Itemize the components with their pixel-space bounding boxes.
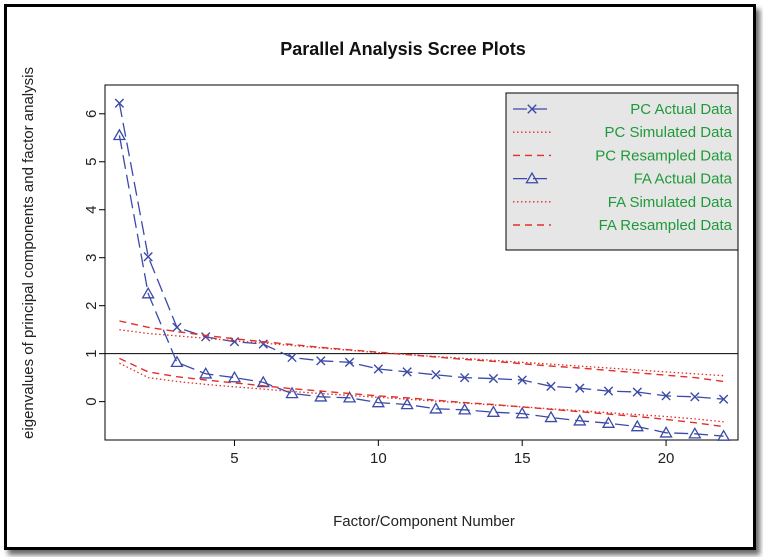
legend: PC Actual Data PC Simulated Data PC Resamp… <box>505 92 739 251</box>
pc-actual-point <box>402 367 412 377</box>
x-tick-label: 20 <box>658 450 675 467</box>
fa-actual-point <box>716 429 731 441</box>
fa-actual-point <box>429 402 443 414</box>
legend-entry-label: FA Actual Data <box>634 171 733 188</box>
legend-box <box>505 92 739 251</box>
y-tick-label: 6 <box>83 110 100 118</box>
y-tick-label: 5 <box>83 158 100 166</box>
pc-actual-point <box>575 383 585 393</box>
plot-border <box>104 84 739 441</box>
x-tick-label: 10 <box>370 450 387 467</box>
fa-actual-point <box>688 426 702 439</box>
fa-actual-point <box>630 419 644 432</box>
fa-actual-point <box>458 402 472 415</box>
fa-actual-point <box>285 386 299 399</box>
legend-marker <box>525 171 539 184</box>
fa-actual-point <box>573 414 587 426</box>
fa-actual-point <box>141 286 155 299</box>
fa-actual-point <box>601 416 616 428</box>
legend-entry-label: PC Resampled Data <box>595 147 732 164</box>
x-tick-label: 5 <box>230 450 238 467</box>
legend-entry-label: FA Simulated Data <box>608 194 733 211</box>
pc-actual-point <box>690 392 700 402</box>
fa-actual-point <box>342 390 357 403</box>
fa-actual-point <box>400 397 414 410</box>
scree-plot-chart: Parallel Analysis Scree Plots 0 1 2 3 4 5 6 5 10… <box>20 39 739 530</box>
y-tick-label: 3 <box>83 254 100 262</box>
series-line-1 <box>119 329 724 377</box>
y-axis-title: eigenvalues of principal components and … <box>20 67 37 439</box>
legend-marker <box>527 104 537 114</box>
pc-actual-point <box>431 370 441 380</box>
fa-actual-point <box>486 405 501 417</box>
pc-actual-point <box>114 98 125 108</box>
pc-actual-point <box>316 356 326 366</box>
pc-actual-point <box>603 386 614 396</box>
pc-actual-point <box>488 373 499 384</box>
plot-area: 0 1 2 3 4 5 6 5 10 15 20 <box>83 84 739 467</box>
legend-entry-label: PC Actual Data <box>630 101 732 118</box>
chart-title: Parallel Analysis Scree Plots <box>280 39 525 59</box>
series-line-3 <box>118 135 724 437</box>
series-line-5 <box>119 357 724 428</box>
fa-actual-point <box>112 128 127 141</box>
y-tick-label: 2 <box>83 302 100 310</box>
fa-actual-point <box>170 355 184 368</box>
pc-actual-point <box>172 322 182 332</box>
chart-frame: Parallel Analysis Scree Plots 0 1 2 3 4 5 6 5 10… <box>4 4 756 550</box>
pc-actual-point <box>373 364 384 374</box>
series-line-0 <box>118 103 724 400</box>
pc-actual-point <box>459 372 470 383</box>
pc-actual-point <box>718 394 729 404</box>
fa-actual-point <box>515 406 529 419</box>
pc-actual-point <box>632 387 642 397</box>
y-tick-label: 0 <box>83 397 100 405</box>
legend-entry-label: PC Simulated Data <box>604 124 732 141</box>
x-tick-label: 15 <box>514 450 531 467</box>
fa-actual-point <box>544 410 558 423</box>
series-line-4 <box>119 362 724 423</box>
y-tick-label: 1 <box>83 349 100 357</box>
pc-actual-point <box>201 332 211 342</box>
fa-actual-point <box>314 390 328 402</box>
pc-actual-point <box>258 339 268 349</box>
pc-actual-point <box>661 391 671 401</box>
pc-actual-point <box>344 357 355 367</box>
pc-actual-point <box>287 352 297 363</box>
legend-entry-label: FA Resampled Data <box>599 217 733 234</box>
pc-actual-point <box>143 252 153 262</box>
y-tick-label: 4 <box>83 206 100 214</box>
fa-actual-point <box>227 370 242 383</box>
fa-actual-point <box>256 375 270 388</box>
series-line-2 <box>119 320 724 383</box>
fa-actual-point <box>371 395 385 408</box>
pc-actual-point <box>517 375 527 385</box>
pc-actual-point <box>546 381 556 391</box>
fa-actual-point <box>199 366 213 379</box>
fa-actual-point <box>659 425 673 438</box>
x-axis-title: Factor/Component Number <box>333 513 515 530</box>
